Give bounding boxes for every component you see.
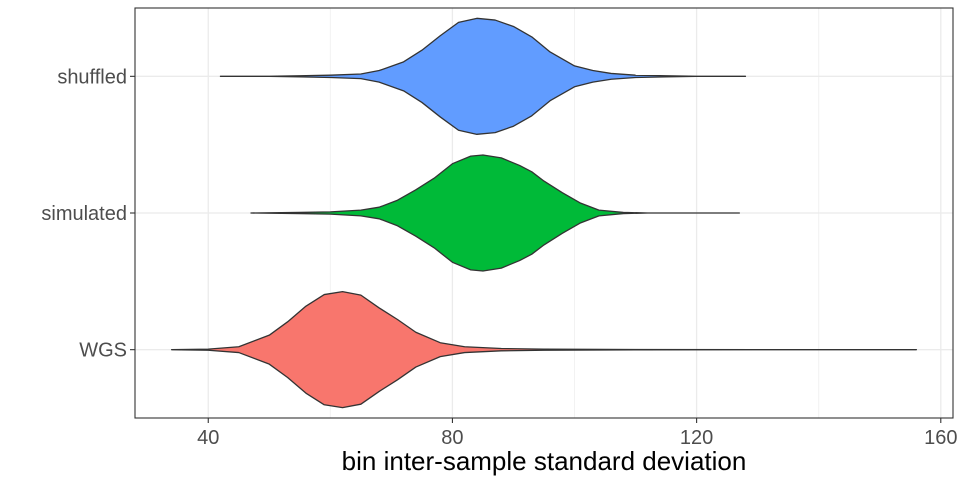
x-tick-label: 40 bbox=[197, 427, 219, 449]
x-axis-title: bin inter-sample standard deviation bbox=[342, 446, 747, 476]
axes: 40 80 120 160 shuffled simulated WGS bbox=[41, 66, 957, 449]
y-tick-label: WGS bbox=[79, 340, 127, 362]
violin-simulated bbox=[250, 154, 740, 272]
violin-wgs bbox=[170, 291, 918, 409]
y-tick-label: shuffled bbox=[57, 66, 127, 88]
x-tick-label: 80 bbox=[441, 427, 463, 449]
violin-shuffled bbox=[219, 17, 747, 135]
violins bbox=[170, 17, 918, 409]
x-tick-label: 160 bbox=[924, 427, 957, 449]
y-tick-label: simulated bbox=[41, 203, 127, 225]
x-tick-label: 120 bbox=[680, 427, 713, 449]
